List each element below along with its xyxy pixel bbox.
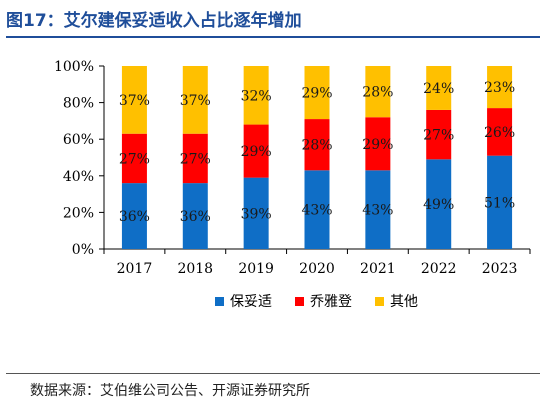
x-tick-label: 2018: [177, 261, 213, 277]
bar-segment: [487, 108, 513, 156]
bar-segment: [121, 183, 147, 249]
data-label: 28%: [362, 85, 393, 101]
y-tick-label: 60%: [63, 132, 94, 148]
bar-segment: [304, 170, 330, 249]
title-divider: [6, 36, 540, 38]
bar-segment: [243, 177, 269, 249]
bar-segment: [487, 66, 513, 109]
data-label: 36%: [119, 209, 150, 225]
data-label: 51%: [484, 195, 515, 211]
data-label: 29%: [362, 137, 393, 153]
legend-swatch: [215, 297, 224, 306]
data-label: 49%: [423, 197, 454, 213]
bar-segment: [182, 133, 208, 184]
bar-segment: [365, 66, 391, 118]
data-label: 37%: [180, 93, 211, 109]
bar-segment: [243, 124, 269, 178]
bar-segment: [487, 155, 513, 249]
bars: [121, 66, 513, 249]
data-label: 39%: [241, 206, 272, 222]
bar-segment: [304, 66, 330, 120]
x-tick-label: 2019: [238, 261, 274, 277]
data-label: 23%: [484, 80, 515, 96]
bar-segment: [182, 183, 208, 249]
x-tick-label: 2021: [360, 261, 396, 277]
legend-swatch: [375, 297, 384, 306]
legend: 保妥适 乔雅登 其他: [215, 294, 418, 310]
data-label: 29%: [301, 86, 332, 102]
y-tick-label: 80%: [63, 96, 94, 112]
bar-segment: [426, 159, 452, 249]
data-label: 27%: [180, 151, 211, 167]
data-label: 27%: [423, 128, 454, 144]
data-label: 29%: [241, 144, 272, 160]
data-label: 43%: [301, 203, 332, 219]
y-tick-label: 20%: [63, 205, 94, 221]
source-note: 数据来源：艾伯维公司公告、开源证券研究所: [30, 383, 310, 399]
stacked-bar-chart: 0%20%40%60%80%100% 2017 2018 2019 2020 2021 2…: [54, 59, 531, 310]
bar-segment: [243, 66, 269, 125]
data-label: 26%: [484, 125, 515, 141]
bar-segment: [426, 109, 452, 160]
bar-segment: [121, 133, 147, 184]
legend-swatch: [295, 297, 304, 306]
bar-segment: [121, 66, 147, 134]
legend-label: 保妥适: [230, 294, 272, 310]
source-divider: [6, 373, 540, 374]
data-label: 36%: [180, 209, 211, 225]
x-axis: 2017 2018 2019 2020 2021 2022 2023: [103, 248, 531, 277]
bar-segment: [426, 66, 452, 110]
x-tick-label: 2023: [482, 261, 518, 277]
bar-segment: [304, 119, 330, 171]
data-label: 37%: [119, 93, 150, 109]
legend-label: 乔雅登: [310, 294, 352, 310]
figure-title: 图17：艾尔建保妥适收入占比逐年增加: [6, 11, 302, 31]
data-label: 27%: [119, 151, 150, 167]
y-tick-label: 100%: [54, 59, 94, 75]
bar-segment: [365, 170, 391, 249]
x-tick-label: 2017: [117, 261, 153, 277]
data-labels: 36% 27% 37% 36% 27% 37% 39% 29% 32% 43% 28% 29% 43% 2…: [119, 80, 515, 225]
x-tick-label: 2022: [421, 261, 457, 277]
y-tick-label: 40%: [63, 169, 94, 185]
y-axis: 0% 20% 40% 60% 80% 100%: [54, 59, 105, 258]
data-label: 28%: [301, 138, 332, 154]
bar-segment: [365, 117, 391, 171]
legend-label: 其他: [390, 294, 418, 310]
data-label: 32%: [241, 88, 272, 104]
data-label: 43%: [362, 203, 393, 219]
bar-segment: [182, 66, 208, 134]
data-label: 24%: [423, 81, 454, 97]
x-tick-label: 2020: [299, 261, 335, 277]
y-tick-label: 0%: [72, 242, 94, 258]
